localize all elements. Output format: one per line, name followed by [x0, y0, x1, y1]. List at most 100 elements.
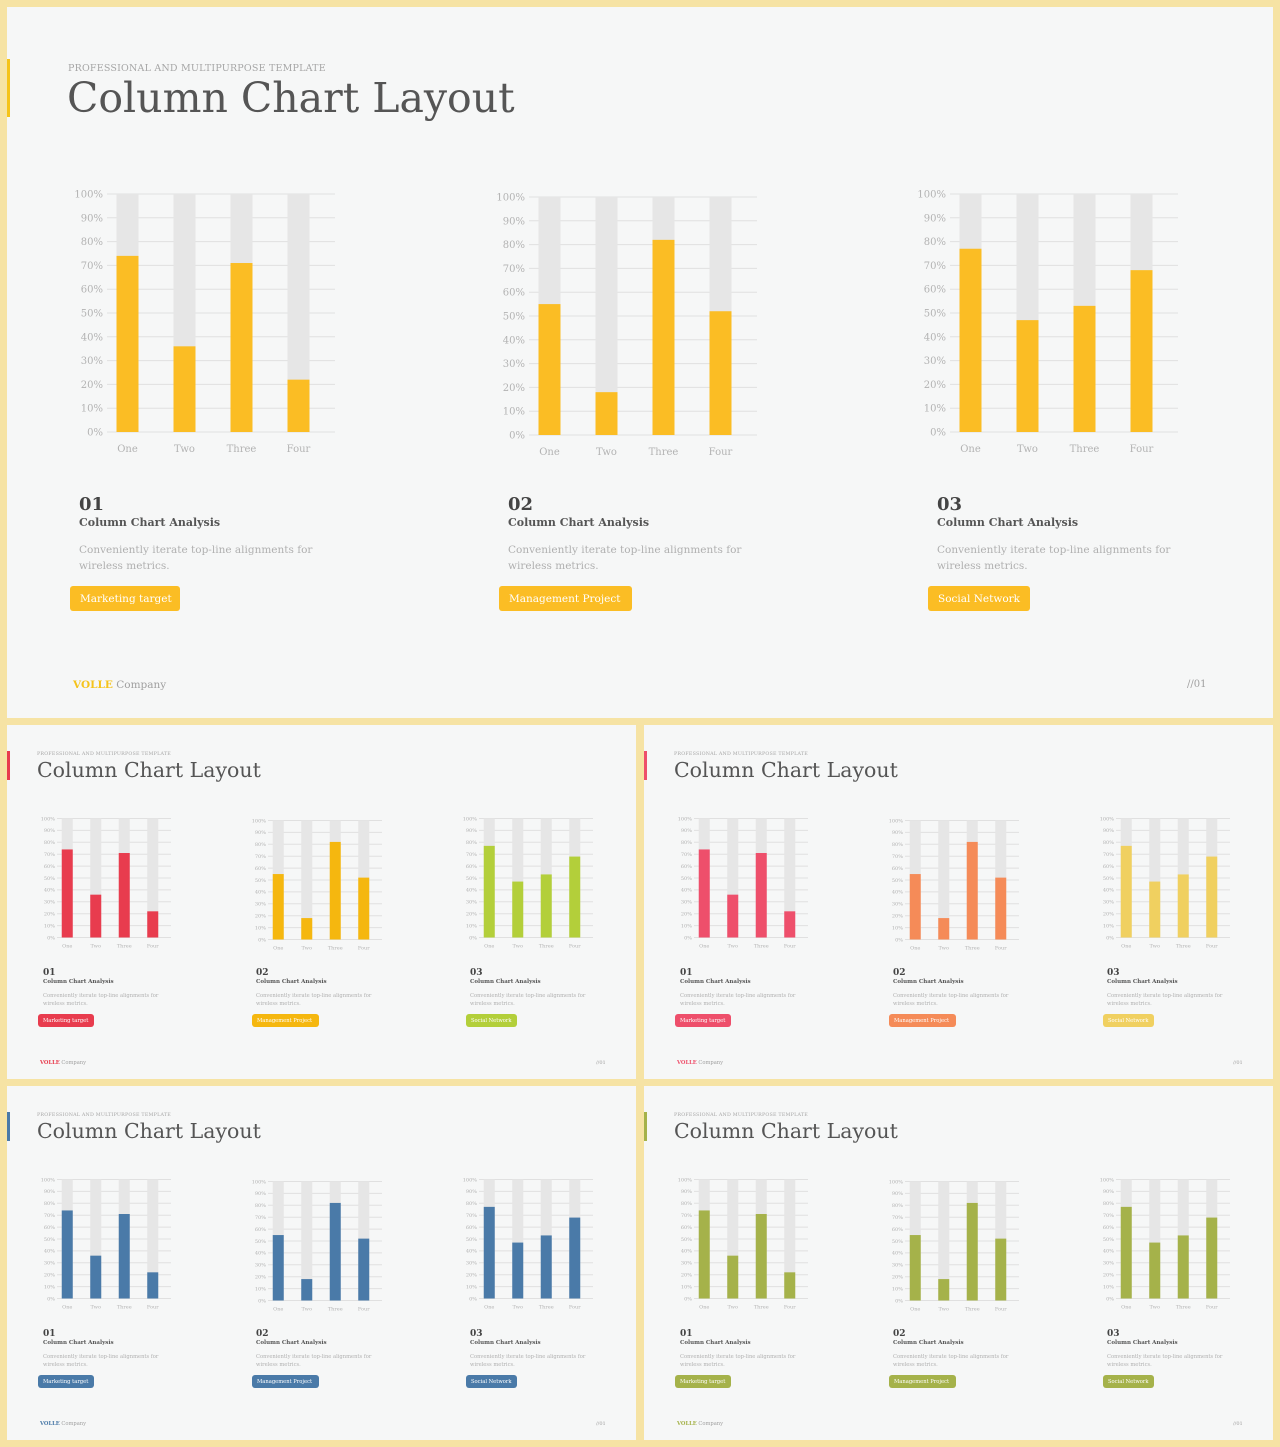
social-network-button[interactable]: Social Network — [466, 1375, 517, 1388]
y-tick-label: 60% — [255, 1227, 266, 1233]
y-tick-label: 50% — [1103, 876, 1114, 882]
management-project-button[interactable]: Management Project — [889, 1375, 956, 1388]
bar-track — [512, 1179, 524, 1299]
column-chart-2: 0% 10% 20% 30% 40% 50% 60% 70% 80% 90% 100% One Two T… — [496, 193, 757, 458]
x-tick-label: Four — [784, 944, 796, 950]
y-tick-label: 0% — [258, 937, 266, 943]
x-tick-label: One — [910, 1307, 920, 1313]
y-tick-label: 30% — [81, 356, 103, 367]
y-tick-label: 30% — [892, 1263, 903, 1269]
y-tick-label: 50% — [466, 1237, 477, 1243]
y-tick-label: 10% — [44, 923, 55, 929]
x-tick-label: Four — [287, 444, 311, 455]
y-tick-label: 10% — [892, 925, 903, 931]
y-tick-label: 0% — [258, 1298, 266, 1304]
y-tick-label: 0% — [895, 1298, 903, 1304]
y-tick-label: 50% — [681, 876, 692, 882]
slide-thumbnail-blue: PROFESSIONAL AND MULTIPURPOSE TEMPLATE Co… — [7, 1086, 636, 1440]
bar-track — [512, 818, 524, 938]
y-tick-label: 40% — [503, 335, 525, 346]
bar-track — [938, 1181, 950, 1301]
y-tick-label: 40% — [44, 1249, 55, 1255]
y-tick-label: 40% — [255, 890, 266, 896]
x-tick-label: One — [62, 944, 72, 950]
x-tick-label: One — [273, 946, 283, 952]
footer-brand-name: VOLLE — [40, 1421, 60, 1427]
bar-one — [61, 1210, 73, 1299]
bar-two — [173, 346, 196, 432]
panel-description-3: Conveniently iterate top-line alignments… — [937, 544, 1171, 572]
bar-one — [1120, 845, 1132, 938]
y-tick-label: 70% — [44, 852, 55, 858]
social-network-button[interactable]: Social Network — [466, 1014, 517, 1027]
y-tick-label: 80% — [681, 1201, 692, 1207]
management-project-button[interactable]: Management Project — [499, 586, 632, 611]
panel-number-1: 01 — [43, 1329, 56, 1339]
y-tick-label: 90% — [1103, 828, 1114, 834]
y-tick-label: 70% — [1103, 852, 1114, 858]
y-tick-label: 40% — [892, 890, 903, 896]
y-tick-label: 60% — [1103, 864, 1114, 870]
panel-number-2: 02 — [893, 1329, 906, 1339]
bar-three — [1177, 874, 1189, 938]
x-tick-label: Four — [358, 946, 370, 952]
y-tick-label: 0% — [47, 935, 55, 941]
y-tick-label: 80% — [44, 840, 55, 846]
slide-title: Column Chart Layout — [674, 1119, 898, 1143]
bar-track — [784, 1179, 796, 1299]
bar-three — [118, 853, 130, 938]
y-tick-label: 70% — [892, 854, 903, 860]
y-tick-label: 60% — [466, 1225, 477, 1231]
footer-brand: VOLLE Company — [73, 679, 166, 691]
bar-four — [1206, 1217, 1218, 1299]
x-tick-label: Two — [1150, 944, 1160, 950]
panel-heading-3: Column Chart Analysis — [1107, 979, 1178, 985]
x-tick-label: Three — [1176, 944, 1191, 950]
social-network-button[interactable]: Social Network — [928, 586, 1030, 611]
management-project-button[interactable]: Management Project — [252, 1014, 319, 1027]
x-tick-label: One — [1121, 944, 1131, 950]
bar-two — [1149, 1242, 1161, 1299]
y-tick-label: 60% — [892, 1227, 903, 1233]
y-tick-label: 40% — [681, 1249, 692, 1255]
panel-number-3: 03 — [470, 1329, 483, 1339]
column-chart-1: 0% 10% 20% 30% 40% 50% 60% 70% 80% 90% 100% One Two T… — [74, 190, 335, 455]
marketing-target-button[interactable]: Marketing target — [38, 1375, 94, 1388]
y-tick-label: 20% — [924, 380, 946, 391]
slide-main: PROFESSIONAL AND MULTIPURPOSE TEMPLATE C… — [7, 7, 1273, 718]
marketing-target-button[interactable]: Marketing target — [675, 1014, 731, 1027]
y-tick-label: 30% — [466, 1261, 477, 1267]
x-tick-label: One — [910, 946, 920, 952]
y-tick-label: 60% — [466, 864, 477, 870]
social-network-button[interactable]: Social Network — [1103, 1375, 1154, 1388]
management-project-button[interactable]: Management Project — [252, 1375, 319, 1388]
panel-description-2: Conveniently iterate top-line alignments… — [256, 993, 372, 1007]
y-tick-label: 70% — [44, 1213, 55, 1219]
x-tick-label: Three — [328, 1307, 343, 1313]
bar-three — [540, 1235, 552, 1299]
x-tick-label: Two — [728, 1305, 738, 1311]
bar-three — [966, 841, 978, 940]
x-tick-label: Two — [728, 944, 738, 950]
bar-four — [995, 877, 1007, 940]
y-tick-label: 80% — [255, 1203, 266, 1209]
y-tick-label: 100% — [889, 818, 904, 824]
x-tick-label: Four — [784, 1305, 796, 1311]
x-tick-label: Two — [302, 946, 312, 952]
bar-four — [147, 911, 159, 938]
bar-one — [909, 874, 921, 940]
bar-track — [90, 1179, 102, 1299]
y-tick-label: 60% — [681, 1225, 692, 1231]
social-network-button[interactable]: Social Network — [1103, 1014, 1154, 1027]
management-project-button[interactable]: Management Project — [889, 1014, 956, 1027]
marketing-target-button[interactable]: Marketing target — [70, 586, 180, 611]
x-tick-label: Three — [117, 1305, 132, 1311]
marketing-target-button[interactable]: Marketing target — [38, 1014, 94, 1027]
marketing-target-button[interactable]: Marketing target — [675, 1375, 731, 1388]
y-tick-label: 30% — [1103, 1261, 1114, 1267]
bar-three — [329, 841, 341, 940]
bar-four — [995, 1238, 1007, 1301]
y-tick-label: 40% — [466, 1249, 477, 1255]
y-tick-label: 60% — [681, 864, 692, 870]
title-accent-bar — [644, 1112, 647, 1141]
